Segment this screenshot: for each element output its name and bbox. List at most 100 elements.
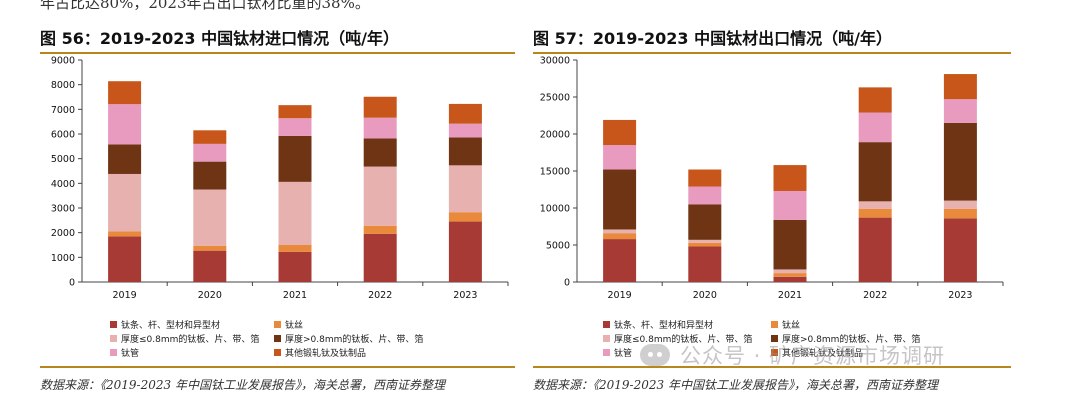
bar-segment [943,208,977,219]
legend-item: 钛条、杆、型材和异型材 [110,318,220,331]
y-tick-label: 20000 [540,130,570,141]
bar-segment [688,242,722,247]
bar-segment [943,200,977,209]
legend-label: 厚度>0.8mm的钛板、片、带、箔 [285,335,424,345]
bar-segment [858,201,892,209]
x-tick-label: 2021 [283,290,307,301]
legend-item: 厚度≤0.8mm的钛板、片、带、箔 [603,332,752,345]
bar-segment [363,96,397,118]
y-tick-label: 5000 [546,241,570,252]
legend-item: 钛管 [603,346,632,359]
watermark: 公众号 · 矿产资源市场调研 [640,340,945,370]
bar-segment [363,233,397,282]
bar-segment [193,130,227,144]
bar-segment [688,186,722,205]
bar-segment [773,276,807,282]
bar-segment [193,161,227,190]
bar-segment [108,144,142,174]
bar-segment [193,143,227,162]
bar-segment [858,142,892,202]
bar-segment [448,212,482,222]
bar-segment [858,208,892,218]
legend-item: 钛条、杆、型材和异型材 [603,318,713,331]
x-tick-label: 2022 [368,290,392,301]
watermark-text: 公众号 · 矿产资源市场调研 [680,344,946,368]
y-tick-label: 15000 [540,167,570,178]
legend-label: 其他锻轧钛及钛制品 [782,349,864,359]
x-tick-label: 2019 [608,290,632,301]
bar-segment [773,165,807,191]
bar-segment [363,138,397,167]
bar-segment [688,169,722,187]
bar-segment [943,122,977,201]
x-tick-label: 2021 [778,290,802,301]
legend-label: 厚度>0.8mm的钛板、片、带、箔 [782,335,921,345]
x-tick-label: 2020 [198,290,222,301]
legend-item: 钛丝 [771,318,800,331]
bar-segment [603,229,637,234]
legend-swatch [603,321,610,328]
bar-segment [108,173,142,232]
legend-swatch [110,335,117,342]
legend-label: 厚度≤0.8mm的钛板、片、带、箔 [614,335,753,345]
legend-swatch [771,335,778,342]
bar-segment [363,117,397,139]
legend-swatch [274,335,281,342]
legend-label: 其他锻轧钛及钛制品 [285,349,367,359]
legend-item: 钛管 [110,346,139,359]
legend-label: 钛丝 [285,321,304,331]
bar-segment [278,181,312,245]
bar-segment [278,245,312,252]
bar-segment [448,103,482,124]
bar-segment [858,112,892,143]
bar-segment [278,118,312,136]
legend-label: 钛条、杆、型材和异型材 [614,321,714,331]
y-tick-label: 1000 [51,253,75,264]
figure-57-title: 图 57：2019-2023 中国钛材出口情况（吨/年） [533,29,892,48]
legend-item: 钛丝 [274,318,303,331]
figure-57-panel: 图 57：2019-2023 中国钛材出口情况（吨/年） 0 5000 10000 1… [533,28,1011,394]
y-tick-label: 9000 [51,56,75,67]
y-tick-label: 0 [564,278,570,289]
bar-segment [773,219,807,270]
legend-item: 厚度≤0.8mm的钛板、片、带、箔 [110,332,259,345]
bar-segment [943,74,977,100]
bar-segment [603,169,637,230]
legend-label: 厚度≤0.8mm的钛板、片、带、箔 [121,335,260,345]
legend-swatch [603,335,610,342]
bar-segment [448,221,482,282]
x-tick-label: 2023 [948,290,972,301]
y-tick-label: 7000 [51,105,75,116]
figure-56-top-rule [40,52,515,54]
bar-segment [278,251,312,282]
bar-segment [108,104,142,145]
y-tick-label: 0 [69,278,75,289]
legend-swatch [274,349,281,356]
bar-segment [193,245,227,251]
bar-segment [603,145,637,170]
bar-segment [108,81,142,105]
bar-segment [193,250,227,282]
bar-segment [688,246,722,282]
legend-label: 钛管 [614,349,633,359]
bar-segment [943,218,977,282]
bar-segment [688,239,722,243]
legend-swatch [771,349,778,356]
bar-segment [603,119,637,146]
import-chart-legend: 钛条、杆、型材和异型材 钛丝厚度≤0.8mm的钛板、片、带、箔 厚度>0.8mm的钛… [40,316,515,366]
bar-segment [278,105,312,119]
bar-segment [108,231,142,237]
y-tick-label: 6000 [51,130,75,141]
bar-segment [448,123,482,138]
x-tick-label: 2020 [693,290,717,301]
bar-segment [363,225,397,234]
bar-segment [448,137,482,166]
y-tick-label: 25000 [540,93,570,104]
bar-segment [773,273,807,277]
figure-56-bottom-rule [40,366,515,368]
figure-56-source: 数据来源：《2019-2023 年中国钛工业发展报告》，海关总署，西南证券整理 [40,378,445,392]
bar-segment [773,269,807,274]
y-tick-label: 3000 [51,204,75,215]
bar-segment [108,236,142,282]
y-tick-label: 2000 [51,228,75,239]
